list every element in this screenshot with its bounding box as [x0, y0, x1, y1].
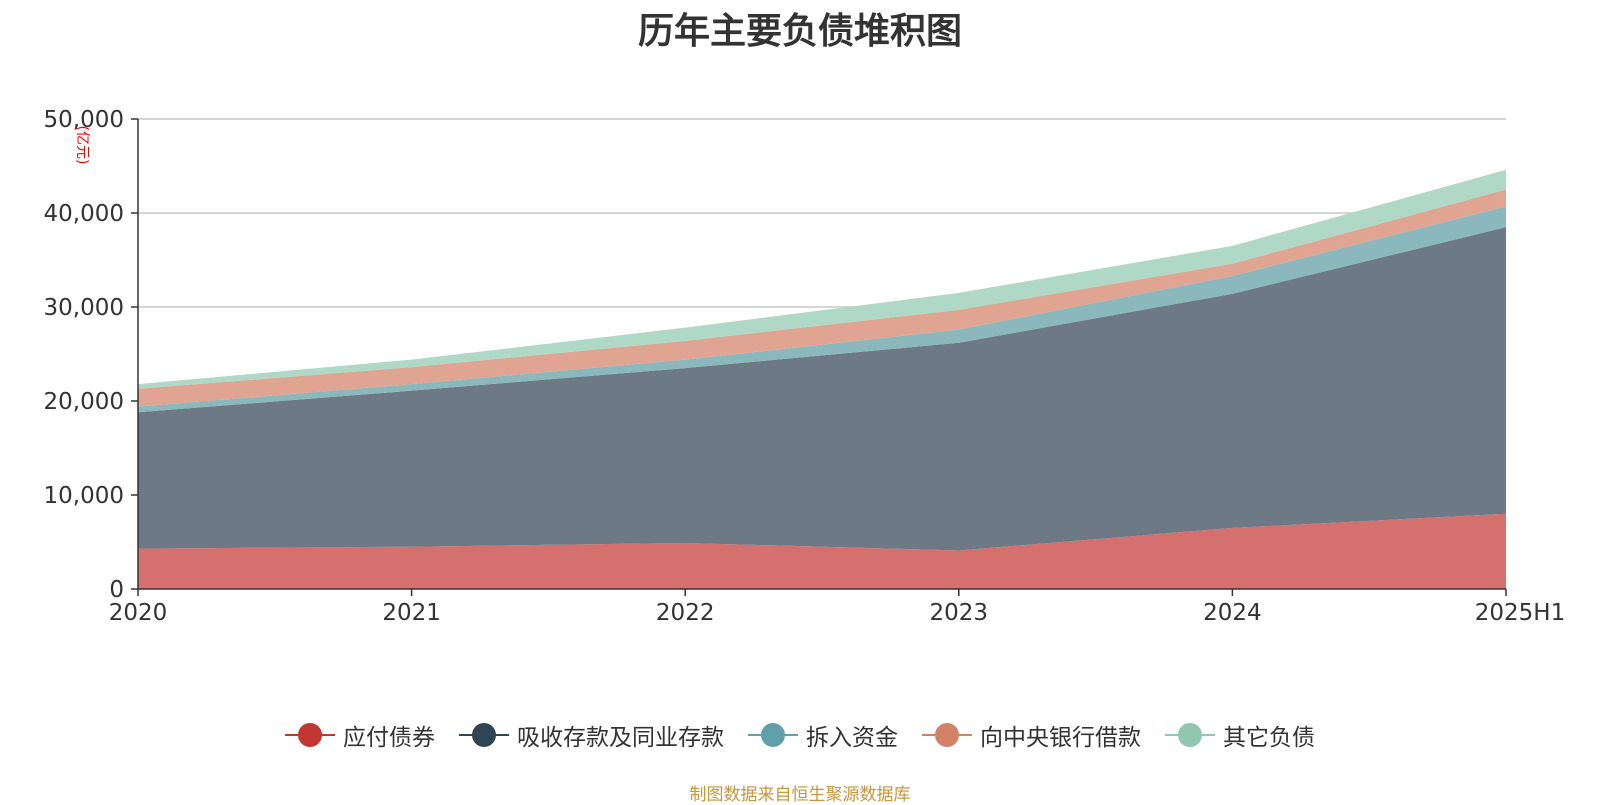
legend-item[interactable]: 向中央银行借款 — [922, 718, 1141, 752]
legend-marker-icon — [459, 723, 509, 747]
legend-item[interactable]: 吸收存款及同业存款 — [459, 718, 724, 752]
source-note: 制图数据来自恒生聚源数据库 — [689, 785, 911, 805]
legend-item[interactable]: 应付债券 — [285, 718, 435, 752]
x-tick-label: 2025H1 — [1475, 600, 1565, 626]
y-tick-label: 0 — [109, 577, 124, 603]
y-tick-label: 40,000 — [44, 201, 124, 227]
area-series — [138, 513, 1506, 589]
legend-item[interactable]: 拆入资金 — [748, 718, 898, 752]
area-series — [138, 189, 1506, 407]
legend-marker-icon — [922, 723, 972, 747]
y-tick-label: 20,000 — [44, 389, 124, 415]
legend-item[interactable]: 其它负债 — [1165, 718, 1315, 752]
legend-label: 向中央银行借款 — [980, 725, 1141, 751]
legend-label: 其它负债 — [1223, 725, 1315, 751]
legend-label: 吸收存款及同业存款 — [517, 725, 724, 751]
y-tick-label: 10,000 — [44, 483, 124, 509]
legend-label: 应付债券 — [343, 725, 435, 751]
y-tick-label: 50,000 — [44, 107, 124, 133]
axes: 0 10,000 20,000 30,000 40,000 50,000 2020 2021 2… — [44, 107, 1566, 626]
x-tick-label: 2020 — [109, 600, 168, 626]
legend: 应付债券 吸收存款及同业存款 拆入资金 向中央银行借款 其它负债 — [0, 718, 1600, 752]
x-tick-label: 2024 — [1203, 600, 1262, 626]
x-tick-label: 2021 — [382, 600, 441, 626]
legend-label: 拆入资金 — [806, 725, 898, 751]
area-series — [138, 227, 1506, 551]
legend-marker-icon — [1165, 723, 1215, 747]
y-tick-label: 30,000 — [44, 295, 124, 321]
legend-marker-icon — [285, 723, 335, 747]
x-tick-label: 2023 — [930, 600, 989, 626]
x-tick-label: 2022 — [656, 600, 715, 626]
unit-label: (亿元) — [74, 126, 90, 165]
legend-marker-icon — [748, 723, 798, 747]
chart-title: 历年主要负债堆积图 — [637, 11, 962, 52]
stacked-areas — [138, 169, 1506, 589]
